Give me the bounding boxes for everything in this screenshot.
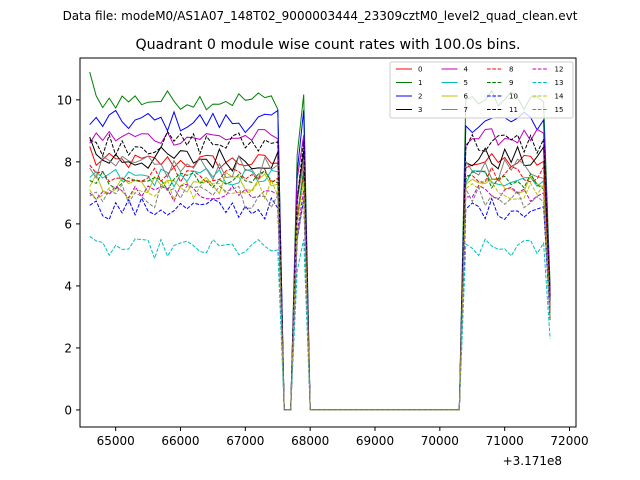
x-tick-label: 71000 — [486, 434, 524, 448]
y-tick-label: 2 — [64, 341, 72, 355]
series-line-12 — [89, 183, 551, 411]
legend-label-15: 15 — [555, 106, 564, 114]
series-line-3 — [89, 136, 551, 411]
y-tick-label: 4 — [64, 279, 72, 293]
legend-label-6: 6 — [464, 93, 469, 101]
y-tick-label: 8 — [64, 155, 72, 169]
series-line-6 — [89, 171, 551, 411]
series-line-1 — [89, 71, 551, 411]
plot-area — [89, 71, 551, 411]
legend-label-8: 8 — [509, 66, 513, 74]
series-line-10 — [89, 196, 551, 411]
x-tick-label: 69000 — [356, 434, 394, 448]
legend-label-0: 0 — [418, 66, 422, 74]
axes: 65000 66000 67000 68000 69000 70000 71000 72000… — [57, 57, 589, 448]
x-tick-label: 72000 — [550, 434, 588, 448]
x-tick-label: 65000 — [97, 434, 135, 448]
series-line-9 — [89, 170, 551, 411]
series-line-5 — [89, 167, 551, 411]
axes-frame — [79, 57, 577, 428]
legend-label-7: 7 — [464, 106, 468, 114]
legend-label-4: 4 — [464, 66, 469, 74]
series-line-15 — [89, 183, 551, 411]
legend-label-1: 1 — [418, 79, 422, 87]
legend-label-14: 14 — [555, 93, 564, 101]
x-tick-label: 67000 — [226, 434, 264, 448]
legend-label-12: 12 — [555, 66, 564, 74]
x-tick-label: 70000 — [421, 434, 459, 448]
series-line-14 — [89, 178, 551, 411]
x-offset-label: +3.171e8 — [503, 454, 562, 468]
y-tick-label: 6 — [64, 217, 72, 231]
legend-label-11: 11 — [509, 106, 518, 114]
legend-label-3: 3 — [418, 106, 422, 114]
legend-label-5: 5 — [464, 79, 468, 87]
x-tick-label: 68000 — [291, 434, 329, 448]
suptitle: Data file: modeM0/AS1A07_148T02_90000034… — [63, 9, 578, 23]
series-line-13 — [89, 235, 551, 411]
y-tick-label: 0 — [64, 403, 72, 417]
legend-label-10: 10 — [509, 93, 518, 101]
series-line-8 — [89, 164, 551, 411]
chart-title: Quadrant 0 module wise count rates with … — [135, 37, 520, 53]
y-tick-label: 10 — [57, 93, 72, 107]
legend-box — [389, 61, 574, 119]
legend-label-13: 13 — [555, 79, 564, 87]
legend-label-2: 2 — [418, 93, 422, 101]
x-tick-label: 66000 — [161, 434, 199, 448]
legend-label-9: 9 — [509, 79, 513, 87]
series-line-11 — [89, 130, 551, 411]
